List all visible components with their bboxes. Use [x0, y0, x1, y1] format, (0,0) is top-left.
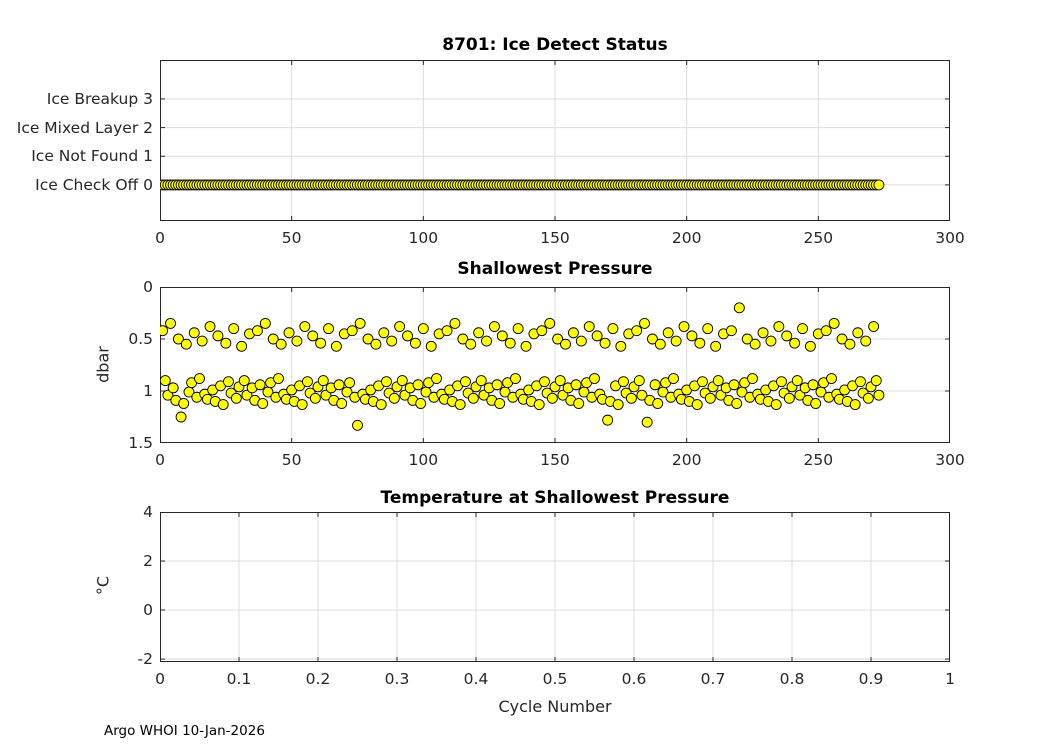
y-axis-label-degc: °C — [93, 575, 113, 596]
y-tick-label: 1 — [143, 382, 153, 400]
x-tick-label: 0 — [155, 670, 165, 688]
footer-credit: Argo WHOI 10-Jan-2026 — [104, 723, 265, 739]
x-tick-label: 0.3 — [384, 670, 410, 688]
x-tick-label: 200 — [671, 451, 702, 469]
y-tick-label: 1.5 — [128, 434, 153, 452]
y-tick-label: 0 — [143, 278, 153, 296]
y-tick-label: 4 — [143, 503, 153, 521]
x-tick-label: 0.2 — [305, 670, 331, 688]
shallowest-pressure-plot-area — [160, 287, 950, 443]
y-tick-label: -2 — [137, 650, 153, 669]
y-tick-label: 0 — [143, 601, 153, 620]
x-tick-label: 0.5 — [542, 670, 568, 688]
y-tick-label: Ice Breakup 3 — [46, 89, 153, 108]
ice-detect-status-plot-area — [160, 60, 950, 221]
x-tick-label: 0.1 — [226, 670, 252, 688]
x-tick-label: 300 — [935, 451, 965, 469]
y-tick-label: Ice Not Found 1 — [31, 147, 153, 166]
x-tick-label: 250 — [803, 451, 834, 469]
x-tick-label: 0.7 — [700, 670, 726, 688]
x-tick-label: 0.6 — [621, 670, 647, 688]
y-tick-label: Ice Check Off 0 — [35, 175, 153, 194]
x-tick-label: 0 — [155, 451, 165, 469]
x-tick-label: 1 — [945, 670, 955, 688]
x-tick-label: 250 — [803, 229, 834, 247]
x-tick-label: 150 — [540, 229, 570, 247]
x-tick-label: 100 — [408, 451, 439, 469]
x-tick-label: 100 — [408, 229, 439, 247]
plot-title-shallowest-pressure: Shallowest Pressure — [457, 259, 653, 279]
y-axis-label-dbar: dbar — [93, 346, 113, 383]
plot-title-ice-detect-status: 8701: Ice Detect Status — [442, 35, 668, 55]
x-tick-label: 0 — [155, 229, 165, 247]
x-tick-label: 50 — [281, 229, 302, 247]
y-tick-label: 2 — [143, 552, 153, 571]
x-axis-label-cycle-number: Cycle Number — [498, 697, 612, 716]
x-tick-label: 0.8 — [779, 670, 805, 688]
x-tick-label: 150 — [540, 451, 570, 469]
x-tick-label: 0.4 — [463, 670, 489, 688]
plot-title-temperature: Temperature at Shallowest Pressure — [380, 488, 730, 508]
temperature-plot-area — [160, 512, 950, 662]
x-tick-label: 300 — [935, 229, 965, 247]
y-tick-label: Ice Mixed Layer 2 — [16, 118, 153, 137]
x-tick-label: 50 — [281, 451, 302, 469]
x-tick-label: 0.9 — [858, 670, 884, 688]
x-tick-label: 200 — [671, 229, 702, 247]
y-tick-label: 0.5 — [128, 330, 153, 348]
